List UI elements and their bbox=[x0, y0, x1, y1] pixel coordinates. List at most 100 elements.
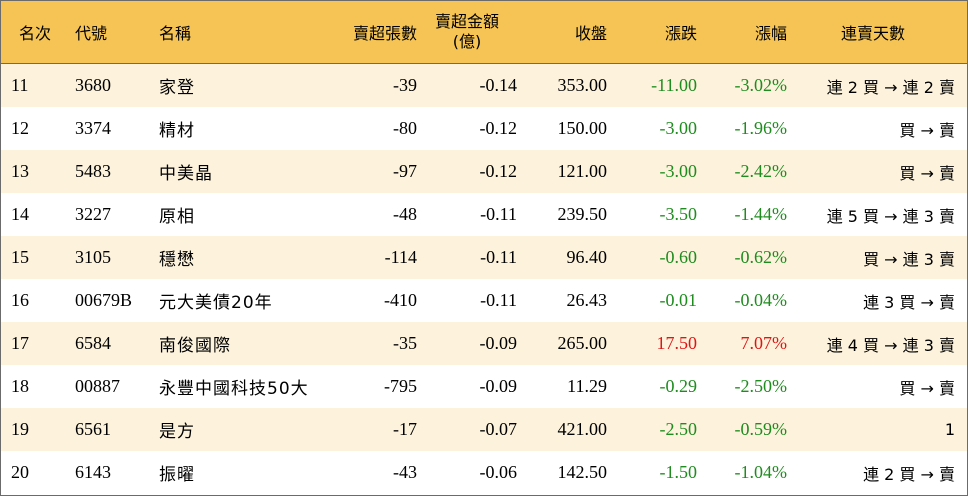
stock-name-cell: 元大美債20年 bbox=[159, 293, 273, 313]
net-sell-amount-cell: -0.06 bbox=[479, 462, 518, 482]
code-cell: 3105 bbox=[75, 247, 111, 267]
table-row: 15 3105 穩懋 -114 -0.11 96.40 -0.60 -0.62% 買 → 連 3… bbox=[1, 236, 967, 279]
header-change: 漲跌 bbox=[664, 24, 697, 43]
close-price-cell: 121.00 bbox=[557, 161, 608, 181]
net-sell-amount-cell: -0.11 bbox=[480, 204, 517, 224]
net-sell-amount-cell: -0.11 bbox=[480, 247, 517, 267]
change-pct-cell: -3.02% bbox=[734, 75, 788, 95]
streak-cell: 買 → 賣 bbox=[899, 120, 955, 140]
change-cell: 17.50 bbox=[656, 333, 698, 353]
streak-cell: 連 3 買 → 賣 bbox=[863, 292, 955, 312]
streak-cell: 連 2 買 → 連 2 賣 bbox=[826, 77, 955, 97]
change-pct-cell: -2.50% bbox=[734, 376, 788, 396]
table-row: 19 6561 是方 -17 -0.07 421.00 -2.50 -0.59% 1 bbox=[1, 408, 967, 451]
streak-cell: 連 5 買 → 連 3 賣 bbox=[826, 206, 955, 226]
net-sell-lots-cell: -48 bbox=[393, 204, 417, 224]
net-sell-lots-cell: -43 bbox=[393, 462, 417, 482]
header-net-sell-lots: 賣超張數 bbox=[352, 24, 417, 43]
net-sell-lots-cell: -410 bbox=[384, 290, 417, 310]
table-row: 11 3680 家登 -39 -0.14 353.00 -11.00 -3.02% 連 2 買 … bbox=[1, 64, 967, 107]
table-row: 18 00887 永豐中國科技50大 -795 -0.09 11.29 -0.29 -2.50… bbox=[1, 365, 967, 408]
close-price-cell: 96.40 bbox=[566, 247, 608, 267]
net-sell-amount-cell: -0.12 bbox=[479, 118, 518, 138]
change-cell: -3.00 bbox=[659, 161, 698, 181]
streak-cell: 買 → 連 3 賣 bbox=[863, 249, 955, 269]
code-cell: 5483 bbox=[75, 161, 111, 181]
rank-cell: 11 bbox=[11, 75, 29, 95]
net-sell-amount-cell: -0.09 bbox=[479, 376, 518, 396]
stock-name-cell: 穩懋 bbox=[159, 250, 195, 270]
change-pct-cell: -2.42% bbox=[734, 161, 788, 181]
rank-cell: 17 bbox=[11, 333, 29, 353]
header-code: 代號 bbox=[75, 24, 108, 43]
change-cell: -0.01 bbox=[659, 290, 698, 310]
net-sell-lots-cell: -35 bbox=[393, 333, 417, 353]
change-pct-cell: 7.07% bbox=[740, 333, 788, 353]
close-price-cell: 239.50 bbox=[557, 204, 608, 224]
rank-cell: 20 bbox=[11, 462, 29, 482]
change-cell: -11.00 bbox=[651, 75, 697, 95]
header-close: 收盤 bbox=[574, 24, 607, 43]
code-cell: 3680 bbox=[75, 75, 111, 95]
change-pct-cell: -1.44% bbox=[734, 204, 788, 224]
table-header: 名次 代號 名稱 賣超張數 賣超金額 (億) 收盤 漲跌 漲幅 連賣天數 bbox=[1, 1, 967, 65]
rank-cell: 18 bbox=[11, 376, 29, 396]
change-pct-cell: -1.04% bbox=[734, 462, 788, 482]
net-sell-amount-cell: -0.11 bbox=[480, 290, 517, 310]
streak-cell: 買 → 賣 bbox=[899, 163, 955, 183]
header-streak: 連賣天數 bbox=[840, 24, 905, 43]
stock-name-cell: 永豐中國科技50大 bbox=[159, 379, 309, 399]
close-price-cell: 265.00 bbox=[557, 333, 608, 353]
close-price-cell: 421.00 bbox=[557, 419, 608, 439]
code-cell: 00679B bbox=[75, 290, 133, 310]
rank-cell: 15 bbox=[11, 247, 29, 267]
close-price-cell: 26.43 bbox=[566, 290, 608, 310]
change-pct-cell: -1.96% bbox=[734, 118, 788, 138]
change-cell: -2.50 bbox=[659, 419, 698, 439]
streak-cell: 買 → 賣 bbox=[899, 378, 955, 398]
rank-cell: 14 bbox=[11, 204, 29, 224]
table-row: 17 6584 南俊國際 -35 -0.09 265.00 17.50 7.07% 連 4 買 … bbox=[1, 322, 967, 365]
header-change-pct: 漲幅 bbox=[754, 24, 787, 43]
rank-cell: 12 bbox=[11, 118, 29, 138]
net-sell-amount-cell: -0.14 bbox=[479, 75, 518, 95]
header-rank: 名次 bbox=[18, 24, 51, 43]
streak-cell: 連 4 買 → 連 3 賣 bbox=[826, 335, 955, 355]
net-sell-lots-cell: -114 bbox=[384, 247, 417, 267]
table-row: 14 3227 原相 -48 -0.11 239.50 -3.50 -1.44% 連 5 買 →… bbox=[1, 193, 967, 236]
table-row: 12 3374 精材 -80 -0.12 150.00 -3.00 -1.96% 買 → 賣 bbox=[1, 107, 967, 150]
net-sell-amount-cell: -0.12 bbox=[479, 161, 518, 181]
streak-cell: 1 bbox=[944, 420, 955, 439]
net-sell-amount-cell: -0.09 bbox=[479, 333, 518, 353]
net-sell-lots-cell: -795 bbox=[384, 376, 417, 396]
change-pct-cell: -0.04% bbox=[734, 290, 788, 310]
close-price-cell: 353.00 bbox=[557, 75, 608, 95]
close-price-cell: 150.00 bbox=[557, 118, 608, 138]
code-cell: 3374 bbox=[75, 118, 111, 138]
stock-name-cell: 振曜 bbox=[159, 465, 195, 485]
stock-name-cell: 南俊國際 bbox=[159, 336, 231, 356]
net-sell-amount-cell: -0.07 bbox=[479, 419, 518, 439]
table-row: 20 6143 振曜 -43 -0.06 142.50 -1.50 -1.04% 連 2 買 →… bbox=[1, 451, 967, 494]
rank-cell: 16 bbox=[11, 290, 29, 310]
change-cell: -3.50 bbox=[659, 204, 698, 224]
stock-name-cell: 原相 bbox=[159, 207, 195, 227]
table-row: 16 00679B 元大美債20年 -410 -0.11 26.43 -0.01 -0.04%… bbox=[1, 279, 967, 322]
header-net-sell-amount-unit: (億) bbox=[452, 32, 482, 51]
close-price-cell: 11.29 bbox=[567, 376, 607, 396]
code-cell: 6584 bbox=[75, 333, 111, 353]
table-row: 13 5483 中美晶 -97 -0.12 121.00 -3.00 -2.42% 買 → 賣 bbox=[1, 150, 967, 193]
stock-name-cell: 中美晶 bbox=[159, 164, 213, 184]
net-sell-lots-cell: -80 bbox=[393, 118, 417, 138]
stock-name-cell: 精材 bbox=[159, 121, 195, 141]
code-cell: 3227 bbox=[75, 204, 111, 224]
change-pct-cell: -0.62% bbox=[734, 247, 788, 267]
header-net-sell-amount: 賣超金額 (億) bbox=[417, 1, 517, 63]
header-name: 名稱 bbox=[159, 24, 192, 43]
header-net-sell-amount-label: 賣超金額 bbox=[434, 12, 499, 31]
rank-cell: 19 bbox=[11, 419, 29, 439]
streak-cell: 連 2 買 → 賣 bbox=[863, 464, 955, 484]
rank-cell: 13 bbox=[11, 161, 29, 181]
change-cell: -3.00 bbox=[659, 118, 698, 138]
